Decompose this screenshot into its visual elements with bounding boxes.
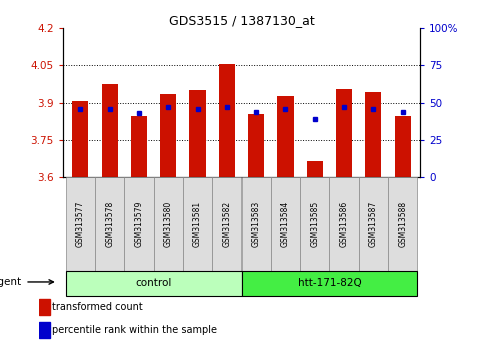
Bar bbox=[242, 271, 417, 296]
Bar bbox=[329, 177, 359, 271]
Text: GSM313582: GSM313582 bbox=[222, 201, 231, 247]
Text: GSM313587: GSM313587 bbox=[369, 201, 378, 247]
Bar bbox=[66, 271, 242, 296]
Bar bbox=[39, 299, 50, 315]
Text: GSM313579: GSM313579 bbox=[134, 201, 143, 247]
Text: GSM313588: GSM313588 bbox=[398, 201, 407, 247]
Text: GSM313581: GSM313581 bbox=[193, 201, 202, 247]
Bar bbox=[365, 92, 382, 177]
Text: GSM313585: GSM313585 bbox=[310, 201, 319, 247]
Text: agent: agent bbox=[0, 277, 22, 287]
Text: control: control bbox=[135, 278, 172, 288]
Bar bbox=[72, 102, 88, 177]
Bar bbox=[277, 97, 294, 177]
Bar bbox=[124, 177, 154, 271]
Bar bbox=[395, 116, 411, 177]
Bar bbox=[154, 177, 183, 271]
Text: htt-171-82Q: htt-171-82Q bbox=[298, 278, 361, 288]
Bar bbox=[300, 177, 329, 271]
Bar bbox=[39, 322, 50, 338]
Text: GSM313580: GSM313580 bbox=[164, 201, 173, 247]
Text: GSM313583: GSM313583 bbox=[252, 201, 261, 247]
Bar bbox=[183, 177, 212, 271]
Bar bbox=[160, 94, 176, 177]
Bar bbox=[212, 177, 242, 271]
Text: percentile rank within the sample: percentile rank within the sample bbox=[52, 325, 217, 335]
Text: GSM313586: GSM313586 bbox=[340, 201, 349, 247]
Title: GDS3515 / 1387130_at: GDS3515 / 1387130_at bbox=[169, 14, 314, 27]
Text: GSM313577: GSM313577 bbox=[76, 201, 85, 247]
Text: transformed count: transformed count bbox=[52, 302, 143, 312]
Bar bbox=[248, 114, 264, 177]
Bar bbox=[388, 177, 417, 271]
Text: GSM313584: GSM313584 bbox=[281, 201, 290, 247]
Bar bbox=[219, 64, 235, 177]
Bar bbox=[307, 161, 323, 177]
Bar bbox=[336, 89, 352, 177]
Bar bbox=[66, 177, 95, 271]
Bar bbox=[95, 177, 124, 271]
Bar bbox=[189, 90, 206, 177]
Bar bbox=[359, 177, 388, 271]
Bar bbox=[101, 84, 118, 177]
Bar bbox=[271, 177, 300, 271]
Text: GSM313578: GSM313578 bbox=[105, 201, 114, 247]
Bar bbox=[242, 177, 271, 271]
Bar bbox=[131, 116, 147, 177]
